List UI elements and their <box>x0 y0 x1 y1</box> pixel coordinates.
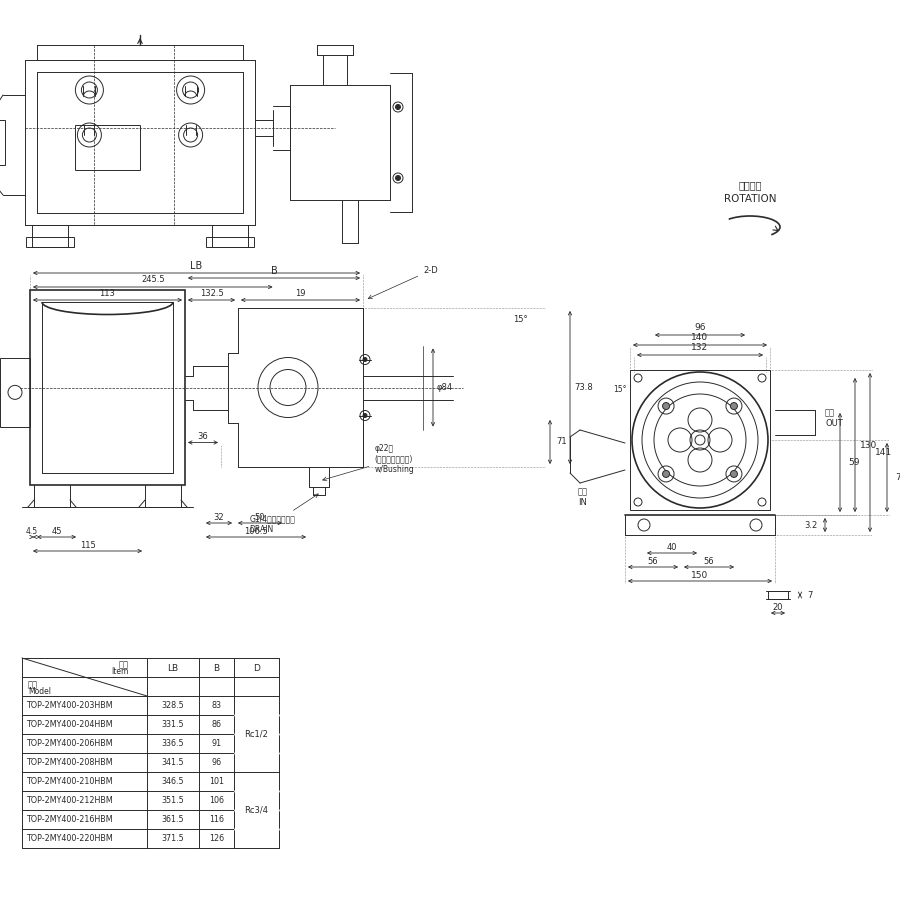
Circle shape <box>662 402 670 410</box>
Text: TOP-2MY400-210HBM: TOP-2MY400-210HBM <box>26 777 112 786</box>
Text: 項目: 項目 <box>119 661 129 670</box>
Circle shape <box>363 357 367 362</box>
Bar <box>768 591 788 599</box>
Text: 71: 71 <box>896 473 900 482</box>
Bar <box>206 237 254 247</box>
Text: 341.5: 341.5 <box>162 758 184 767</box>
Text: 140: 140 <box>691 334 708 343</box>
Text: 15°: 15° <box>513 316 527 325</box>
Text: 2-D: 2-D <box>368 266 437 299</box>
Text: ROTATION: ROTATION <box>724 194 776 204</box>
Text: 吸入
IN: 吸入 IN <box>578 487 588 507</box>
Text: 336.5: 336.5 <box>162 739 184 748</box>
Bar <box>32 225 68 247</box>
Text: B: B <box>213 664 220 673</box>
Text: 106: 106 <box>209 796 224 805</box>
Circle shape <box>731 471 737 477</box>
Text: 15°: 15° <box>613 384 626 393</box>
Text: 19: 19 <box>295 289 306 298</box>
Text: 56: 56 <box>704 556 715 565</box>
Text: 132: 132 <box>691 344 708 353</box>
Text: 115: 115 <box>79 541 95 550</box>
Text: 130: 130 <box>860 440 878 449</box>
Text: TOP-2MY400-208HBM: TOP-2MY400-208HBM <box>26 758 112 767</box>
Text: 59: 59 <box>848 458 860 467</box>
Text: 7: 7 <box>807 590 813 599</box>
Text: LB: LB <box>191 261 202 271</box>
Text: D: D <box>253 664 260 673</box>
Text: 回転方向: 回転方向 <box>738 180 761 190</box>
Text: Item: Item <box>112 668 129 677</box>
Text: B: B <box>271 266 277 276</box>
Text: φ84: φ84 <box>436 383 453 392</box>
Text: 86: 86 <box>212 720 221 729</box>
Text: 126: 126 <box>209 834 224 843</box>
Text: 351.5: 351.5 <box>162 796 184 805</box>
Text: 371.5: 371.5 <box>162 834 184 843</box>
Bar <box>0 358 30 427</box>
Bar <box>212 225 248 247</box>
Bar <box>75 125 140 170</box>
Text: 73.8: 73.8 <box>574 383 593 392</box>
Text: 150: 150 <box>691 571 708 580</box>
Text: 形式: 形式 <box>28 680 38 689</box>
Text: 4.5: 4.5 <box>26 526 38 536</box>
Text: 113: 113 <box>100 289 115 298</box>
Text: 32: 32 <box>213 512 224 521</box>
Text: TOP-2MY400-220HBM: TOP-2MY400-220HBM <box>26 834 112 843</box>
Text: Rc1/2: Rc1/2 <box>245 730 268 739</box>
Circle shape <box>731 402 737 410</box>
Bar <box>630 370 770 510</box>
Text: TOP-2MY400-203HBM: TOP-2MY400-203HBM <box>26 701 112 710</box>
Bar <box>0 120 5 165</box>
Text: 56: 56 <box>648 556 658 565</box>
Text: 83: 83 <box>212 701 221 710</box>
Text: 331.5: 331.5 <box>162 720 184 729</box>
Text: 106.5: 106.5 <box>244 526 268 536</box>
Text: 141: 141 <box>876 448 893 457</box>
Text: 116: 116 <box>209 815 224 824</box>
Text: 361.5: 361.5 <box>162 815 184 824</box>
Text: 245.5: 245.5 <box>141 275 165 284</box>
Text: 328.5: 328.5 <box>162 701 184 710</box>
Text: 36: 36 <box>198 432 209 441</box>
Text: 45: 45 <box>51 526 62 536</box>
Text: TOP-2MY400-204HBM: TOP-2MY400-204HBM <box>26 720 112 729</box>
Text: 71: 71 <box>557 437 567 446</box>
Text: LB: LB <box>167 664 178 673</box>
Text: 20: 20 <box>773 602 783 611</box>
Text: 91: 91 <box>212 739 221 748</box>
Circle shape <box>395 104 400 110</box>
Text: 96: 96 <box>694 323 706 332</box>
Bar <box>30 290 185 485</box>
Text: 101: 101 <box>209 777 224 786</box>
Text: 50: 50 <box>255 512 266 521</box>
Text: TOP-2MY400-216HBM: TOP-2MY400-216HBM <box>26 815 112 824</box>
Text: Rc3/4: Rc3/4 <box>245 806 268 814</box>
Text: TOP-2MY400-206HBM: TOP-2MY400-206HBM <box>26 739 112 748</box>
Bar <box>26 237 74 247</box>
Text: TOP-2MY400-212HBM: TOP-2MY400-212HBM <box>26 796 112 805</box>
Text: 346.5: 346.5 <box>162 777 184 786</box>
Circle shape <box>395 176 400 181</box>
Text: 40: 40 <box>667 543 677 552</box>
Text: G1/4（ドレン穴）
DRAIN: G1/4（ドレン穴） DRAIN <box>249 494 319 534</box>
Circle shape <box>662 471 670 477</box>
Text: Model: Model <box>28 688 51 697</box>
Circle shape <box>363 413 367 418</box>
Text: 吐出
OUT: 吐出 OUT <box>825 409 842 428</box>
Text: φ22穴
(ゴムブッシュ付)
w/Bushing: φ22穴 (ゴムブッシュ付) w/Bushing <box>323 445 414 481</box>
Text: 132.5: 132.5 <box>200 289 223 298</box>
Text: 96: 96 <box>212 758 221 767</box>
Text: 3.2: 3.2 <box>805 520 817 529</box>
